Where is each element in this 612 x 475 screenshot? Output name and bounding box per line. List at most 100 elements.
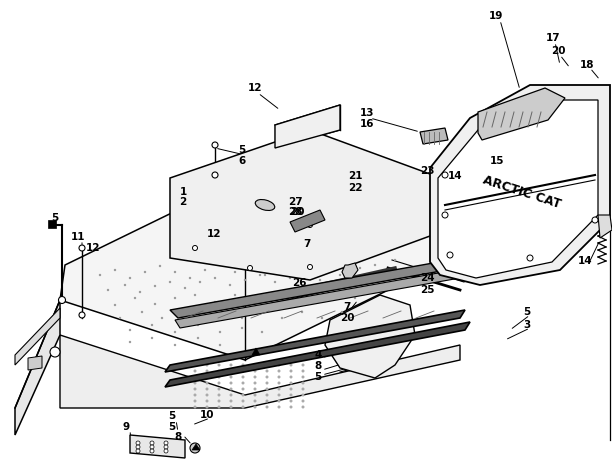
- Circle shape: [129, 277, 131, 279]
- Circle shape: [217, 381, 220, 384]
- Circle shape: [242, 406, 245, 408]
- Circle shape: [188, 277, 191, 279]
- Circle shape: [242, 393, 245, 397]
- Circle shape: [136, 449, 140, 453]
- Circle shape: [50, 347, 60, 357]
- Text: 11: 11: [71, 232, 85, 242]
- Circle shape: [219, 344, 221, 346]
- Text: 4: 4: [315, 350, 322, 360]
- Circle shape: [217, 399, 220, 402]
- Circle shape: [374, 291, 376, 293]
- Text: 7: 7: [343, 302, 351, 312]
- Circle shape: [289, 376, 293, 379]
- Text: 18: 18: [580, 60, 594, 70]
- Polygon shape: [598, 215, 612, 238]
- Text: 20: 20: [289, 207, 304, 217]
- Circle shape: [230, 399, 233, 402]
- Circle shape: [302, 376, 305, 379]
- Circle shape: [319, 279, 321, 281]
- Circle shape: [174, 344, 176, 346]
- Circle shape: [164, 449, 168, 453]
- Circle shape: [221, 311, 223, 313]
- Circle shape: [261, 331, 263, 333]
- Circle shape: [321, 317, 323, 319]
- Circle shape: [302, 388, 305, 390]
- Circle shape: [247, 266, 253, 270]
- Circle shape: [339, 274, 341, 276]
- Circle shape: [253, 388, 256, 390]
- Text: 14: 14: [448, 171, 462, 181]
- Circle shape: [242, 381, 245, 384]
- Text: 14: 14: [578, 256, 592, 266]
- Polygon shape: [192, 444, 200, 450]
- Text: 5: 5: [315, 372, 322, 382]
- Circle shape: [442, 212, 448, 218]
- Text: 2: 2: [179, 197, 187, 207]
- Circle shape: [253, 376, 256, 379]
- Circle shape: [199, 281, 201, 283]
- Circle shape: [206, 370, 209, 372]
- Circle shape: [442, 172, 448, 178]
- Circle shape: [217, 363, 220, 367]
- Circle shape: [301, 311, 303, 313]
- Text: 8: 8: [174, 432, 182, 442]
- Circle shape: [206, 393, 209, 397]
- Circle shape: [161, 317, 163, 319]
- Circle shape: [201, 319, 203, 321]
- Circle shape: [193, 393, 196, 397]
- Circle shape: [134, 297, 136, 299]
- Circle shape: [242, 399, 245, 402]
- Circle shape: [193, 246, 198, 250]
- Circle shape: [136, 441, 140, 445]
- Text: 12: 12: [207, 229, 222, 239]
- Circle shape: [124, 284, 126, 286]
- Circle shape: [266, 393, 269, 397]
- Circle shape: [59, 296, 65, 304]
- Polygon shape: [28, 356, 42, 370]
- Circle shape: [150, 449, 154, 453]
- Circle shape: [289, 406, 293, 408]
- Text: 13: 13: [360, 108, 375, 118]
- Circle shape: [206, 363, 209, 367]
- Circle shape: [302, 370, 305, 372]
- Circle shape: [359, 267, 361, 269]
- Circle shape: [234, 271, 236, 273]
- Circle shape: [150, 445, 154, 449]
- Text: 17: 17: [546, 33, 561, 43]
- Circle shape: [277, 370, 280, 372]
- Circle shape: [289, 399, 293, 402]
- Circle shape: [447, 252, 453, 258]
- Circle shape: [289, 370, 293, 372]
- Circle shape: [379, 274, 381, 276]
- Circle shape: [281, 317, 283, 319]
- Circle shape: [289, 393, 293, 397]
- Circle shape: [279, 269, 281, 271]
- Circle shape: [341, 311, 343, 313]
- Circle shape: [214, 301, 216, 303]
- Polygon shape: [342, 263, 358, 278]
- Circle shape: [294, 289, 296, 291]
- Polygon shape: [438, 100, 598, 278]
- Text: 5: 5: [51, 213, 59, 223]
- Text: 23: 23: [420, 166, 435, 176]
- Circle shape: [190, 443, 200, 453]
- Circle shape: [193, 399, 196, 402]
- Text: 28: 28: [288, 207, 302, 217]
- Circle shape: [229, 284, 231, 286]
- Circle shape: [230, 393, 233, 397]
- Circle shape: [302, 381, 305, 384]
- Text: 5: 5: [168, 411, 176, 421]
- Text: 3: 3: [523, 320, 531, 330]
- Text: 25: 25: [420, 285, 435, 295]
- Circle shape: [289, 388, 293, 390]
- Polygon shape: [175, 270, 460, 328]
- Text: 21: 21: [348, 171, 362, 181]
- Polygon shape: [15, 300, 60, 435]
- Circle shape: [79, 312, 85, 318]
- Circle shape: [193, 406, 196, 408]
- Circle shape: [266, 399, 269, 402]
- Circle shape: [277, 381, 280, 384]
- Circle shape: [309, 271, 311, 273]
- Text: 27: 27: [288, 197, 302, 207]
- Circle shape: [307, 265, 313, 269]
